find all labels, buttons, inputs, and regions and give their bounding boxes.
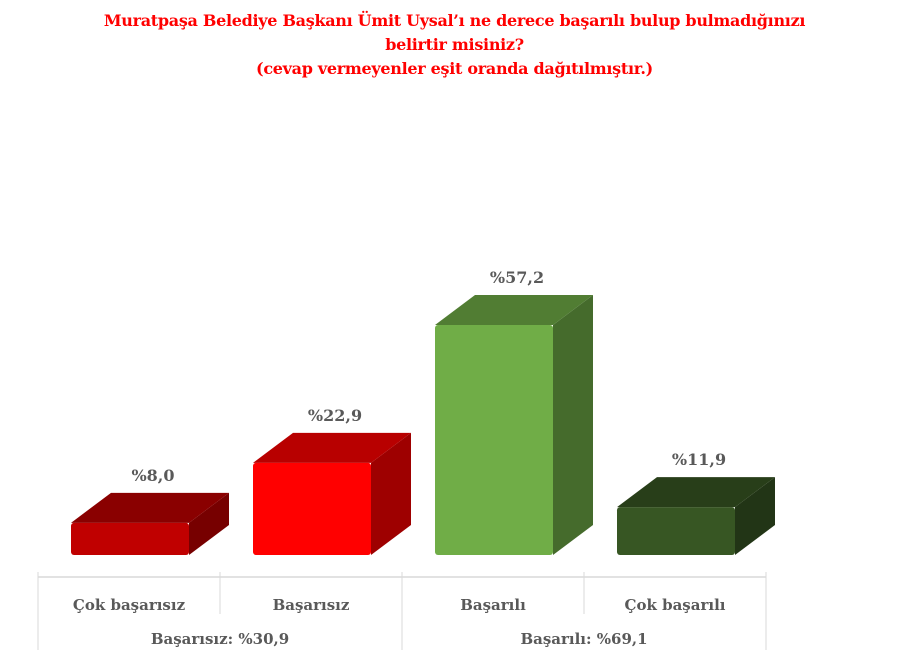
bar-side xyxy=(189,492,229,555)
bar xyxy=(435,325,553,555)
data-label: %22,9 xyxy=(308,406,362,425)
bar xyxy=(253,462,371,555)
bar-side xyxy=(371,432,411,555)
data-label: %57,2 xyxy=(490,268,544,287)
bar-top xyxy=(71,492,229,523)
category-label: Çok başarısız xyxy=(73,596,186,614)
chart-title-line-3: (cevap vermeyenler eşit oranda dağıtılmı… xyxy=(256,59,653,78)
bar xyxy=(617,507,735,555)
chart-title-line-2: belirtir misiniz? xyxy=(385,35,524,54)
bar xyxy=(71,522,189,555)
data-label: %8,0 xyxy=(131,466,174,485)
data-label: %11,9 xyxy=(672,450,726,469)
group-label: Başarısız: %30,9 xyxy=(151,630,289,648)
category-label: Başarılı xyxy=(460,596,526,614)
bar-side xyxy=(735,477,775,555)
bar-top xyxy=(253,432,411,463)
group-label: Başarılı: %69,1 xyxy=(520,630,647,648)
bar-side xyxy=(553,295,593,555)
chart-title-line-1: Muratpaşa Belediye Başkanı Ümit Uysal’ı … xyxy=(103,11,806,30)
bar-top xyxy=(617,477,775,508)
bar-top xyxy=(435,295,593,325)
category-label: Çok başarılı xyxy=(625,596,726,614)
category-label: Başarısız xyxy=(273,596,350,614)
